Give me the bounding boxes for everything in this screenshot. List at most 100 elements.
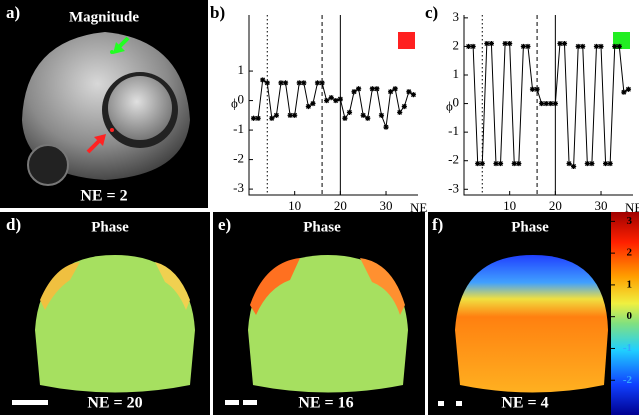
x-tick-label: 20 [334, 198, 347, 213]
y-tick-label: -3 [233, 180, 244, 195]
data-point [511, 160, 517, 167]
y-axis-label: ϕ [446, 99, 453, 114]
data-point [571, 163, 577, 170]
data-point [360, 112, 366, 118]
data-point [507, 40, 513, 47]
data-point [548, 100, 554, 107]
data-point [465, 43, 472, 50]
data-point [566, 160, 572, 167]
marker-swatch [398, 32, 415, 49]
data-point [296, 80, 302, 86]
panel-caption: NE = 2 [80, 188, 127, 205]
data-point [470, 43, 476, 50]
axis [248, 15, 418, 196]
x-tick-label: 10 [288, 198, 301, 213]
data-point [479, 160, 485, 167]
data-point [625, 86, 632, 92]
data-point [365, 115, 371, 121]
data-point [589, 160, 595, 167]
data-point [557, 40, 563, 47]
phase-panel [213, 212, 425, 415]
panel-title: Magnitude [69, 9, 139, 25]
panel-title: Phase [303, 219, 341, 235]
data-point [351, 89, 357, 95]
data-point [539, 100, 545, 107]
data-point [529, 86, 536, 92]
x-tick-label: 10 [503, 198, 516, 213]
data-point [264, 80, 270, 86]
x-axis-label: NE [625, 200, 639, 215]
data-point [484, 40, 490, 47]
data-point [282, 80, 289, 86]
data-point [575, 43, 581, 50]
data-point [621, 89, 627, 95]
data-point [255, 115, 261, 121]
data-point [319, 80, 325, 86]
data-point [616, 43, 622, 50]
data-point [520, 43, 526, 50]
panel-caption: NE = 4 [501, 395, 548, 412]
colorbar-tick-label: 2 [627, 247, 633, 259]
data-point [387, 89, 394, 95]
data-point [301, 80, 307, 86]
data-point [314, 80, 321, 86]
panel-label: a) [6, 3, 20, 22]
data-point [392, 86, 398, 92]
data-point [397, 109, 403, 115]
data-point [543, 100, 549, 107]
data-point [328, 95, 334, 101]
y-tick-label: -2 [233, 151, 244, 166]
y-tick-label: 3 [453, 9, 460, 24]
data-point [593, 43, 600, 50]
y-tick-label: -1 [448, 123, 459, 138]
panel-label: f) [432, 215, 443, 234]
data-point [287, 112, 293, 118]
colorbar-tick-label: -1 [623, 342, 632, 354]
data-point [410, 92, 417, 98]
panel-caption: NE = 16 [298, 395, 353, 412]
data-point [602, 160, 609, 167]
x-tick-label: 30 [380, 198, 393, 213]
data-point [493, 160, 499, 167]
panel-label: d) [6, 215, 21, 234]
colorbar-tick-label: -2 [623, 374, 633, 386]
data-point [401, 103, 407, 110]
data-point [552, 100, 558, 107]
data-point [607, 160, 613, 167]
data-point [561, 40, 568, 47]
data-point [516, 160, 522, 167]
data-point [273, 112, 280, 118]
y-tick-label: 0 [453, 95, 460, 110]
data-point [534, 86, 540, 92]
data-point [369, 86, 375, 92]
y-axis-label: ϕ [231, 96, 238, 111]
y-tick-label: 1 [453, 66, 460, 81]
y-tick-label: 2 [453, 37, 460, 52]
data-point [333, 97, 339, 104]
data-point [598, 43, 604, 50]
panel-label: e) [218, 215, 231, 234]
y-tick-label: 0 [238, 92, 245, 107]
x-axis-label: NE [410, 200, 427, 215]
y-tick-label: 1 [238, 62, 245, 77]
panel-label: b) [210, 3, 225, 22]
data-point [356, 86, 362, 92]
data-point [250, 115, 257, 121]
data-point [324, 97, 330, 104]
panel-caption: NE = 20 [87, 395, 142, 412]
phase-panel [428, 212, 611, 415]
data-point [497, 160, 504, 167]
data-point [383, 124, 389, 130]
data-point [580, 43, 586, 50]
y-tick-label: -2 [448, 152, 459, 167]
data-point [305, 103, 311, 110]
data-point [310, 100, 316, 107]
panel-title: Phase [511, 219, 549, 235]
data-line [253, 79, 414, 128]
data-point [374, 86, 380, 92]
data-point [406, 89, 412, 95]
data-point [612, 43, 618, 50]
data-point [342, 115, 348, 121]
panel-label: c) [425, 3, 438, 22]
